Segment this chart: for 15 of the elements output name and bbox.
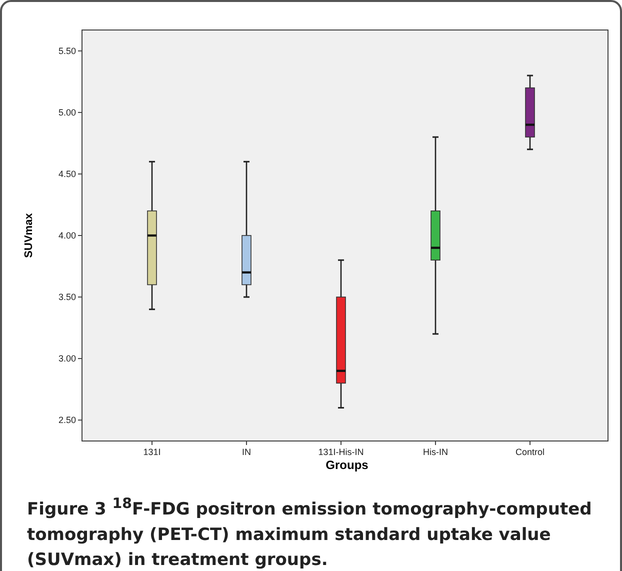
x-tick-label: 131I (143, 447, 161, 457)
y-axis-title: SUVmax (23, 212, 35, 258)
y-tick-label: 5.50 (58, 46, 76, 56)
x-tick-label: Control (515, 447, 545, 457)
x-tick-label: IN (242, 447, 251, 457)
caption: Figure 3 $^{18}$F-FDG positron emission tomography-computed tomography (PET-CT) maximum standard uptake value (SUVmax) in treatment groups. (27, 495, 593, 571)
y-tick-label: 3.00 (58, 354, 76, 364)
y-tick-label: 4.50 (58, 169, 76, 180)
y-tick-label: 2.50 (58, 415, 76, 426)
x-tick-label: His-IN (423, 447, 448, 457)
x-tick-label: 131I-His-IN (318, 447, 364, 457)
y-tick-label: 5.00 (58, 108, 76, 118)
x-axis-title: Groups (326, 458, 369, 472)
y-tick-label: 4.00 (58, 230, 76, 241)
y-tick-label: 3.50 (58, 292, 76, 302)
